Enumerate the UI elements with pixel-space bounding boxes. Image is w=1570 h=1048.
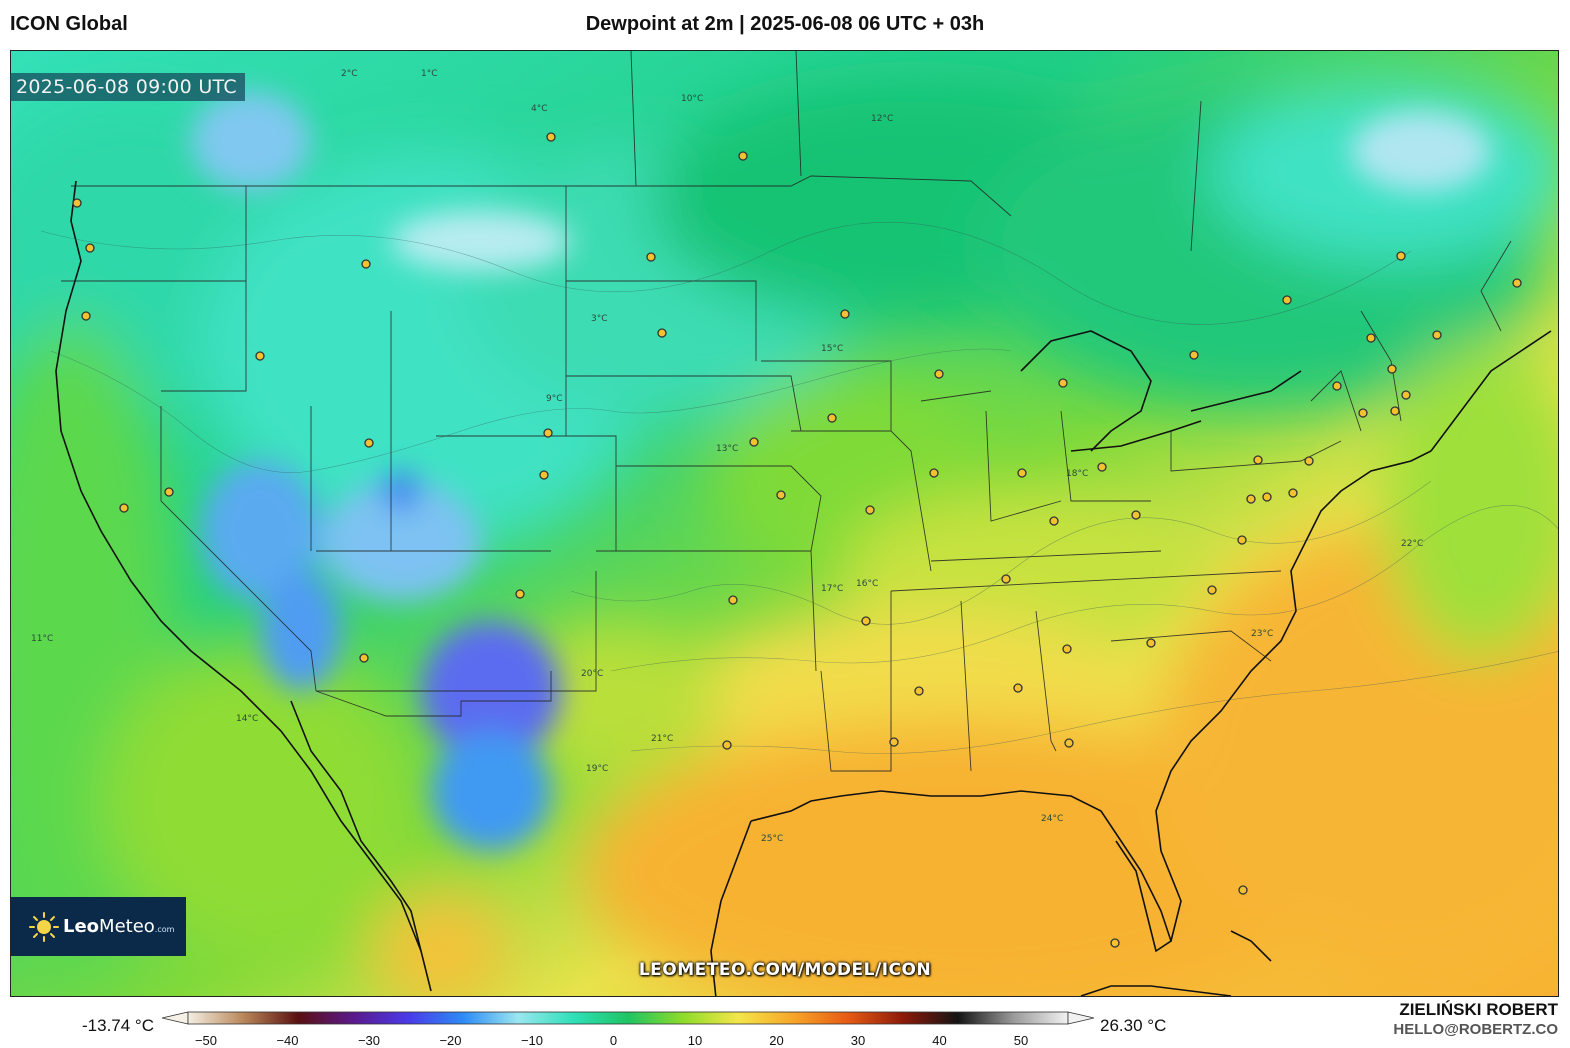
contour-label: 16°C [856, 579, 878, 589]
contour-label: 15°C [821, 344, 843, 354]
colorbar-tick-label: 20 [769, 1033, 784, 1048]
colorbar-tick-label: 0 [609, 1033, 618, 1048]
colorbar-max-arrow [1067, 1011, 1094, 1025]
contour-label: 12°C [871, 114, 893, 124]
contour-label: 3°C [591, 314, 608, 324]
contour-label: 25°C [761, 834, 783, 844]
contour-label: 21°C [651, 734, 673, 744]
colorbar-gradient [187, 1011, 1069, 1025]
colorbar [162, 1011, 1094, 1025]
city-markers [72, 132, 1522, 948]
map-canvas: 2°C 1°C 4°C 10°C 12°C 3°C 9°C 13°C 15°C … [11, 51, 1558, 996]
dewpoint-field [11, 81, 1558, 996]
contour-labels: 2°C 1°C 4°C 10°C 12°C 3°C 9°C 13°C 15°C … [31, 69, 1423, 844]
logo-brand-bold: Leo [63, 916, 100, 937]
contour-label: 20°C [581, 669, 603, 679]
contour-label: 4°C [531, 104, 548, 114]
valid-time-label: 2025-06-08 09:00 UTC [10, 73, 245, 101]
colorbar-tick-label: 50 [1013, 1033, 1029, 1048]
contour-label: 19°C [586, 764, 608, 774]
colorbar-tick-label: 40 [932, 1033, 947, 1048]
map-title: Dewpoint at 2m | 2025-06-08 06 UTC + 03h [585, 13, 985, 35]
sun-icon [29, 911, 59, 942]
colorbar-tick-label: 30 [850, 1033, 866, 1048]
colorbar-min-arrow [162, 1011, 189, 1025]
contour-label: 9°C [546, 394, 563, 404]
dewpoint-map: 2°C 1°C 4°C 10°C 12°C 3°C 9°C 13°C 15°C … [10, 50, 1559, 997]
contour-label: 23°C [1251, 629, 1273, 639]
logo-text: LeoMeteo.com [63, 916, 174, 937]
contour-label: 24°C [1041, 814, 1063, 824]
logo-brand-rest: Meteo [99, 916, 155, 937]
source-watermark: LEOMETEO.COM/MODEL/ICON [638, 960, 932, 980]
contour-label: 14°C [236, 714, 258, 724]
colorbar-tick-label: −20 [439, 1033, 462, 1048]
colorbar-tick-label: −10 [520, 1033, 544, 1048]
model-name: ICON Global [10, 13, 128, 35]
logo-brand-suffix: .com [154, 925, 175, 934]
contour-label: 10°C [681, 94, 703, 104]
contour-label: 11°C [31, 634, 53, 644]
contour-label: 2°C [341, 69, 358, 79]
contour-label: 1°C [421, 69, 438, 79]
colorbar-tick-label: −50 [194, 1033, 218, 1048]
contour-label: 17°C [821, 584, 843, 594]
colorbar-max-value: 26.30 °C [1100, 1016, 1167, 1035]
colorbar-tick-label: −30 [357, 1033, 381, 1048]
colorbar-tick-label: 10 [687, 1033, 703, 1048]
leometeo-logo: LeoMeteo.com [11, 897, 186, 956]
contour-label: 13°C [716, 444, 738, 454]
contour-label: 22°C [1401, 539, 1423, 549]
contour-label: 18°C [1066, 469, 1088, 479]
author-credit: ZIELIŃSKI ROBERT HELLO@ROBERTZ.CO [1393, 1000, 1558, 1038]
coastlines [55, 180, 1552, 996]
author-email: HELLO@ROBERTZ.CO [1393, 1021, 1558, 1038]
contour-lines [40, 221, 1558, 754]
colorbar-min-value: -13.74 °C [82, 1016, 155, 1035]
colorbar-tick-label: −40 [276, 1033, 299, 1048]
author-name: ZIELIŃSKI ROBERT [1399, 1000, 1558, 1019]
state-borders [61, 51, 1512, 772]
